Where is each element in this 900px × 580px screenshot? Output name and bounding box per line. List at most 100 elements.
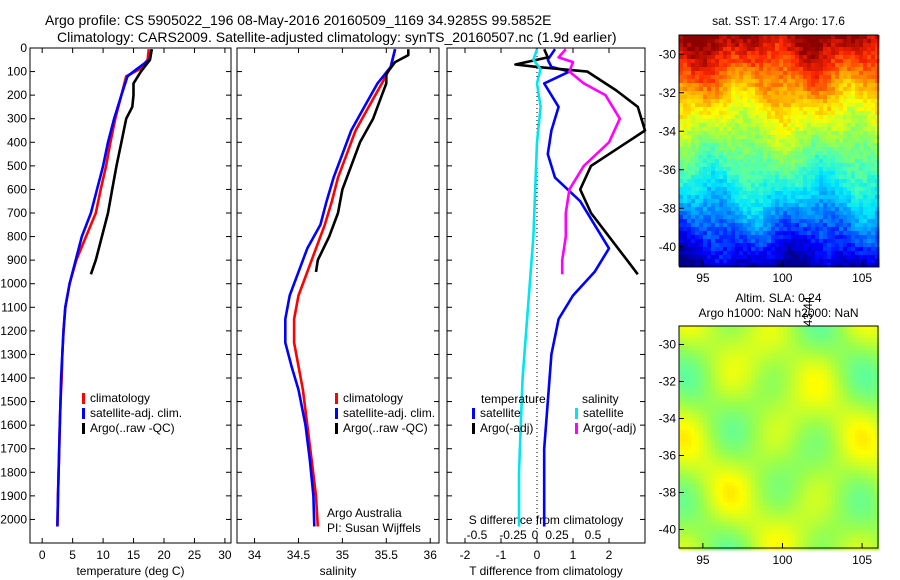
sla-map-ytick-label: -40 xyxy=(659,523,677,537)
depth-tick-label: 400 xyxy=(7,135,27,149)
difference-legend-temperature-title: temperature xyxy=(481,392,546,406)
difference-legend-s-satellite-swatch xyxy=(575,408,578,419)
sst-map-cells xyxy=(679,35,880,268)
difference-xtick-label: -2 xyxy=(460,548,471,562)
temperature-xtick-label: 20 xyxy=(157,548,171,562)
difference-legend-t-satellite-swatch xyxy=(472,408,475,419)
depth-tick-label: 1000 xyxy=(0,277,27,291)
salinity-frame xyxy=(236,47,440,544)
difference-xtick-label: 1 xyxy=(570,548,577,562)
difference-top-tick-label: -0.5 xyxy=(467,528,488,542)
temperature-xtick-label: 10 xyxy=(96,548,110,562)
temperature-legend-0-swatch xyxy=(82,393,85,404)
difference-series-temperature-argo-adj- xyxy=(514,48,647,276)
sst-map-frame xyxy=(678,34,879,267)
salinity-xlabel: salinity xyxy=(320,564,357,578)
difference-xtick-label: 0 xyxy=(534,548,541,562)
sla-map-ytick-label: -32 xyxy=(659,375,677,389)
sla-map-xtick-label: 100 xyxy=(772,553,792,567)
temperature-xtick-label: 0 xyxy=(39,548,46,562)
temperature-xtick-label: 15 xyxy=(127,548,141,562)
salinity-xtick-label: 35 xyxy=(336,548,350,562)
salinity-xtick-label: 35.5 xyxy=(375,548,399,562)
salinity-legend-2-swatch xyxy=(335,423,338,434)
temperature-series-argo-raw-qc- xyxy=(89,48,154,275)
sla-map-ytick-label: -30 xyxy=(659,338,677,352)
salinity-series-argo-raw-qc- xyxy=(314,49,410,273)
depth-tick-label: 1300 xyxy=(0,347,27,361)
difference-top-tick-label: 0 xyxy=(532,528,539,542)
depth-tick-label: 1200 xyxy=(0,324,27,338)
difference-legend-t-argo-swatch xyxy=(472,423,475,434)
difference-xlabel: T difference from climatology xyxy=(469,564,623,578)
salinity-legend-1-label: satellite-adj. clim. xyxy=(343,406,435,420)
depth-tick-label: 200 xyxy=(7,88,27,102)
difference-legend-salinity-title: salinity xyxy=(582,392,619,406)
depth-tick-label: 700 xyxy=(7,206,27,220)
depth-tick-label: 900 xyxy=(7,253,27,267)
depth-tick-label: 1600 xyxy=(0,418,27,432)
salinity-xtick-label: 34.5 xyxy=(287,548,311,562)
depth-tick-label: 800 xyxy=(7,230,27,244)
salinity-series-satellite-adj-clim- xyxy=(284,48,397,527)
depth-tick-label: 1800 xyxy=(0,465,27,479)
depth-tick-label: 2000 xyxy=(0,512,27,526)
temperature-legend-2-label: Argo(..raw -QC) xyxy=(90,421,175,435)
temperature-xtick-label: 30 xyxy=(218,548,232,562)
temperature-series-satellite-adj-clim- xyxy=(56,48,154,527)
difference-legend-t-argo-label: Argo(-adj) xyxy=(480,421,533,435)
sst-map-ytick-label: -34 xyxy=(659,124,677,138)
sst-map-xtick-label: 105 xyxy=(852,271,872,285)
temperature-legend-0-label: climatology xyxy=(90,391,150,405)
depth-tick-label: 1700 xyxy=(0,442,27,456)
sla-map-title-2: Argo h1000: NaN h2000: NaN xyxy=(698,306,858,320)
temperature-xtick-label: 25 xyxy=(188,548,202,562)
difference-legend-s-satellite-label: satellite xyxy=(583,406,624,420)
salinity-legend-0-swatch xyxy=(335,393,338,404)
temperature-xtick-label: 5 xyxy=(69,548,76,562)
difference-legend-s-argo-label: Argo(-adj) xyxy=(583,421,636,435)
difference-xtick-label: 2 xyxy=(606,548,613,562)
sst-map-ytick-label: -32 xyxy=(659,86,677,100)
sst-map-title: sat. SST: 17.4 Argo: 17.6 xyxy=(712,14,845,28)
depth-tick-label: 100 xyxy=(7,65,27,79)
temperature-frame xyxy=(29,47,232,544)
depth-tick-label: 300 xyxy=(7,112,27,126)
difference-frame xyxy=(446,47,646,544)
difference-top-tick-label: 0.5 xyxy=(585,528,602,542)
sst-map-ytick-label: -38 xyxy=(659,201,677,215)
sla-map-xtick-label: 95 xyxy=(696,553,710,567)
depth-tick-label: 1100 xyxy=(1,300,27,314)
difference-series-salinity-argo-adj- xyxy=(557,48,622,275)
salinity-xtick-label: 36 xyxy=(424,548,438,562)
temperature-xlabel: temperature (deg C) xyxy=(76,564,184,578)
difference-series-temperature-satellite xyxy=(542,48,611,527)
temperature-legend-1-label: satellite-adj. clim. xyxy=(90,406,182,420)
depth-tick-label: 1400 xyxy=(0,371,27,385)
sst-map-xtick-label: 100 xyxy=(772,271,792,285)
salinity-legend-2-label: Argo(..raw -QC) xyxy=(343,421,428,435)
salinity-annotation-1: Argo Australia xyxy=(327,506,402,520)
difference-xlabel-top: S difference from climatology xyxy=(469,513,624,527)
salinity-series-climatology xyxy=(292,48,397,527)
difference-legend-t-satellite-label: satellite xyxy=(480,406,521,420)
sla-map-ytick-label: -38 xyxy=(659,486,677,500)
sst-map-ytick-label: -30 xyxy=(659,47,677,61)
temperature-series-climatology xyxy=(56,49,151,527)
salinity-annotation-2: PI: Susan Wijffels xyxy=(327,521,421,535)
sla-map-title-1: Altim. SLA: 0.24 xyxy=(735,291,821,305)
depth-tick-label: 600 xyxy=(7,182,27,196)
salinity-legend-0-label: climatology xyxy=(343,391,403,405)
sla-map-ytick-label: -34 xyxy=(659,412,677,426)
sla-map-xtick-label: 105 xyxy=(852,553,872,567)
sla-map-ytick-label: -36 xyxy=(659,449,677,463)
title-line-2: Climatology: CARS2009. Satellite-adjuste… xyxy=(57,29,617,45)
difference-series-salinity-satellite xyxy=(517,48,542,527)
depth-tick-label: 500 xyxy=(7,159,27,173)
salinity-legend-1-swatch xyxy=(335,408,338,419)
sst-map-ytick-label: -36 xyxy=(659,163,677,177)
sst-map-xtick-label: 95 xyxy=(696,271,710,285)
depth-tick-label: 1900 xyxy=(0,489,27,503)
